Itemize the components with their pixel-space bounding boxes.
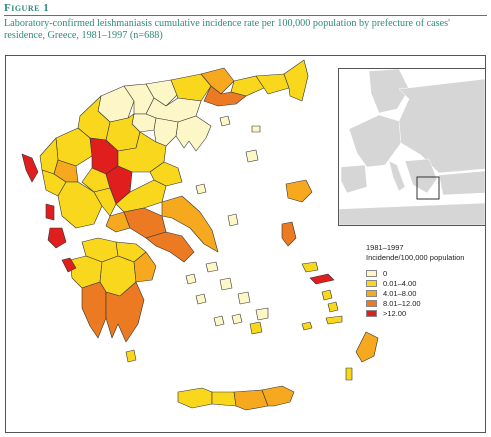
legend-swatch-0 [366,269,377,277]
legend-swatch-3 [366,299,377,307]
prefecture-chalkidiki [175,115,212,152]
inset-balkans [404,158,438,194]
prefecture-rethymno [211,391,237,407]
figure-rule [4,15,487,16]
prefecture-samothraki [251,125,261,133]
prefecture-rhodopi [255,73,290,95]
prefecture-irakleio [233,389,269,411]
prefecture-lemnos [245,149,259,163]
prefecture-dodekanisa-kalymnos [327,301,339,313]
prefecture-chios [281,221,297,247]
prefecture-kythira [125,349,137,363]
prefecture-viotia [123,207,167,239]
prefecture-samos [301,261,319,273]
prefecture-xanthi [230,75,265,97]
prefecture-zakynthos [61,257,77,273]
inset-turkey [438,170,485,196]
legend-period: 1981–1997 [366,243,404,252]
prefecture-kilkis [145,79,179,107]
legend: 1981–1997 Incidende/100,000 population 0… [366,243,484,318]
prefecture-kefallinia [47,227,67,249]
prefecture-serres [170,73,212,102]
prefecture-dodekanisa-patmos [321,289,333,301]
prefecture-dodekanisa-karpathos [345,367,353,381]
prefecture-lasithi [261,385,295,407]
prefecture-kyklades-4 [255,307,269,321]
legend-item-3: 8.01–12.00 [366,298,484,308]
prefecture-thasos [219,115,231,127]
inset-iberia [340,164,368,194]
prefecture-argolida [133,251,157,283]
europe-inset-svg [338,68,485,226]
prefecture-kerkyra [21,153,39,183]
greece-map [21,59,379,411]
legend-items: 0 0.01–4.00 4.01–8.00 8.01–12.00 >12.00 [366,268,484,318]
legend-item-0: 0 [366,268,484,278]
prefecture-kyklades-6 [213,315,225,327]
prefecture-lesvos [285,179,313,203]
prefecture-skyros [227,213,239,227]
prefecture-kyklades-7 [195,293,207,305]
europe-inset-map [338,68,485,226]
inset-north-africa [338,202,485,226]
prefecture-kyklades-9 [249,321,263,335]
legend-item-4: >12.00 [366,308,484,318]
prefecture-kyklades-1 [205,261,219,273]
prefecture-dodekanisa-kos [325,315,343,325]
prefecture-fokida [105,211,131,233]
prefecture-lefkada [45,203,55,221]
prefecture-messinia [81,281,107,339]
prefecture-evros [283,59,309,102]
prefecture-kyklades-5 [231,313,243,325]
legend-swatch-4 [366,309,377,317]
prefecture-aitoloakarnania [57,181,103,229]
legend-label-4: >12.00 [383,308,407,318]
inset-western-europe [348,114,402,168]
prefecture-chania [177,387,213,409]
prefecture-lakonia [105,281,145,343]
legend-label-0: 0 [383,268,388,278]
legend-label-2: 4.01–8.00 [383,288,417,298]
inset-greece-highlight-box [416,176,440,200]
prefecture-attica [145,231,195,263]
prefecture-kavala [203,85,247,107]
inset-scandinavia [368,68,410,114]
prefecture-drama [200,67,235,95]
figure-label: Figure 1 [4,2,50,14]
prefecture-ikaria [309,273,335,285]
legend-unit: Incidende/100,000 population [366,253,465,262]
prefecture-evia [161,195,219,253]
legend-label-3: 8.01–12.00 [383,298,421,308]
prefecture-sporades [195,183,207,195]
legend-item-2: 4.01–8.00 [366,288,484,298]
figure-caption: Laboratory-confirmed leishmaniasis cumul… [4,18,450,41]
prefecture-kyklades-2 [219,277,233,291]
prefecture-kyklades-3 [237,291,251,305]
prefecture-evrytania [93,187,117,217]
legend-swatch-1 [366,279,377,287]
prefecture-kyklades-8 [185,273,197,285]
legend-swatch-2 [366,289,377,297]
inset-eastern-europe [398,78,485,174]
map-frame: 1981–1997 Incidende/100,000 population 0… [5,55,486,433]
inset-italy [388,160,406,192]
prefecture-pieria [153,117,179,147]
legend-label-1: 0.01–4.00 [383,278,417,288]
prefecture-dodekanisa-astypalaia [301,321,313,331]
prefecture-dodekanisa-rhodes [355,331,379,363]
legend-item-1: 0.01–4.00 [366,278,484,288]
